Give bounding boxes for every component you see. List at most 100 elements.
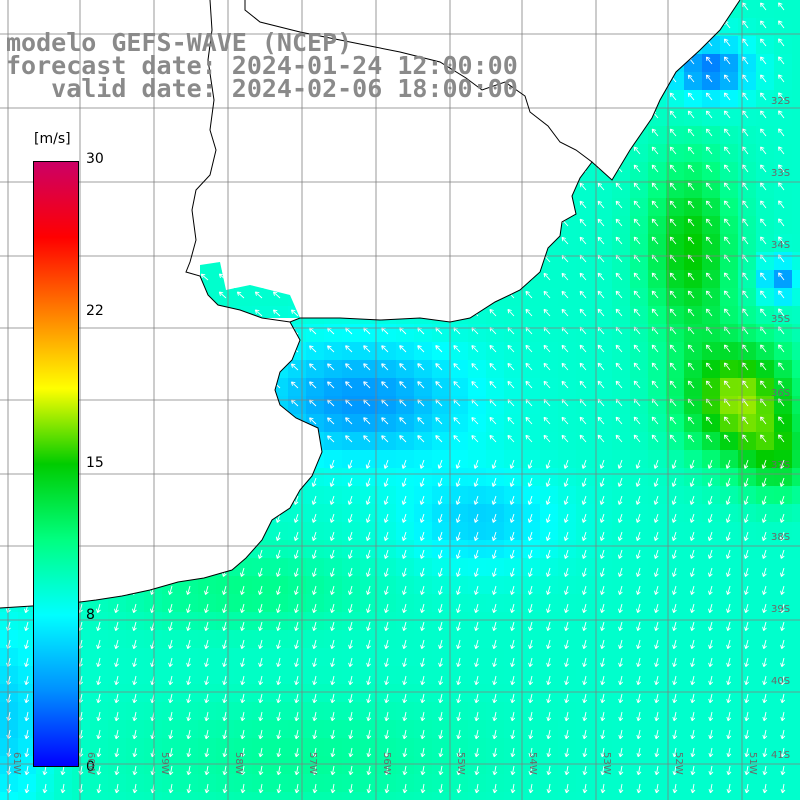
wind-speed-cell [792, 594, 800, 613]
wind-speed-cell [540, 702, 559, 721]
wind-arrow [110, 219, 119, 227]
wind-speed-cell [792, 720, 800, 739]
wind-speed-cell [144, 486, 163, 505]
wind-arrow [705, 20, 713, 29]
wind-arrow [240, 639, 245, 650]
wind-speed-cell [342, 522, 361, 541]
wind-arrow [204, 765, 210, 776]
wind-arrow [561, 380, 569, 389]
wind-arrow [597, 218, 605, 227]
wind-arrow [168, 711, 174, 722]
wind-arrow [651, 272, 659, 281]
wind-arrow [402, 693, 408, 704]
wind-arrow [545, 477, 551, 487]
wind-speed-cell [306, 198, 325, 217]
wind-speed-cell [288, 468, 307, 487]
wind-arrow [363, 219, 371, 227]
wind-arrow [327, 291, 335, 299]
wind-arrow [92, 345, 101, 353]
wind-speed-cell [252, 342, 271, 361]
wind-arrow [507, 2, 515, 11]
wind-arrow [599, 477, 605, 487]
wind-arrow [236, 381, 245, 389]
wind-arrow [780, 603, 785, 614]
wind-arrow [597, 362, 605, 371]
wind-arrow [564, 783, 570, 794]
wind-arrow [401, 459, 407, 469]
wind-speed-cell [486, 756, 505, 775]
wind-arrow [615, 182, 623, 191]
wind-speed-cell [252, 162, 271, 181]
wind-speed-cell [414, 450, 433, 469]
wind-arrow [24, 621, 29, 632]
wind-arrow [329, 459, 335, 469]
wind-speed-cell [450, 756, 469, 775]
wind-arrow [744, 747, 750, 758]
wind-arrow [546, 603, 551, 614]
wind-speed-cell [288, 594, 307, 613]
wind-arrow [146, 363, 155, 371]
wind-arrow [705, 272, 713, 281]
wind-arrow [633, 344, 641, 353]
wind-speed-cell [756, 450, 775, 469]
wind-arrow [419, 513, 425, 523]
wind-speed-cell [108, 486, 127, 505]
wind-speed-cell [324, 648, 343, 667]
wind-speed-cell [594, 450, 613, 469]
wind-speed-cell [180, 198, 199, 217]
wind-speed-cell [630, 36, 649, 55]
wind-arrow [561, 182, 569, 191]
wind-speed-cell [612, 792, 631, 800]
wind-speed-cell [306, 558, 325, 577]
wind-speed-cell [234, 504, 253, 523]
wind-speed-cell [270, 216, 289, 235]
wind-arrow [294, 783, 300, 794]
wind-arrow [200, 363, 209, 371]
wind-speed-cell [792, 486, 800, 505]
wind-speed-cell [288, 180, 307, 199]
wind-arrow [438, 585, 443, 595]
wind-speed-cell [252, 540, 271, 559]
wind-speed-cell [612, 630, 631, 649]
colorbar-unit: [m/s] [34, 131, 71, 147]
latitude-label: 39S [771, 604, 791, 615]
wind-speed-cell [540, 198, 559, 217]
wind-arrow [419, 567, 425, 577]
wind-arrow [312, 729, 318, 740]
wind-speed-cell [378, 270, 397, 289]
wind-arrow [707, 549, 713, 559]
wind-speed-cell [504, 630, 523, 649]
wind-arrow [582, 711, 588, 722]
wind-arrow [2, 130, 11, 137]
wind-speed-cell [630, 720, 649, 739]
wind-arrow [164, 327, 173, 335]
wind-arrow [507, 164, 515, 173]
wind-speed-cell [180, 108, 199, 127]
wind-arrow [760, 74, 767, 83]
wind-speed-cell [126, 252, 145, 271]
wind-speed-cell [558, 774, 577, 793]
wind-speed-cell [540, 450, 559, 469]
longitude-label: 60W [85, 752, 96, 775]
wind-speed-cell [198, 396, 217, 415]
wind-speed-cell [342, 666, 361, 685]
wind-arrow [96, 585, 101, 595]
wind-arrow [239, 513, 245, 523]
wind-speed-cell [450, 198, 469, 217]
wind-arrow [186, 747, 192, 758]
wind-arrow [24, 693, 30, 704]
wind-arrow [435, 3, 443, 11]
wind-speed-cell [378, 252, 397, 271]
wind-speed-cell [666, 522, 685, 541]
longitude-label: 58W [233, 752, 244, 775]
wind-speed-cell [540, 486, 559, 505]
wind-arrow [399, 417, 407, 425]
wind-arrow [222, 657, 227, 668]
wind-speed-cell [684, 666, 703, 685]
wind-arrow [510, 747, 516, 758]
wind-arrow [272, 183, 281, 191]
wind-speed-cell [612, 0, 631, 19]
wind-speed-cell [252, 324, 271, 343]
wind-speed-cell [0, 774, 19, 793]
wind-speed-cell [468, 666, 487, 685]
